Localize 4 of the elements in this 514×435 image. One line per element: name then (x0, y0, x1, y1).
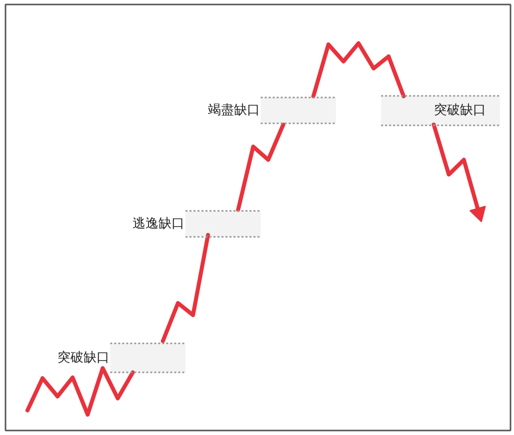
band-label: 突破缺口 (434, 103, 486, 118)
band-label: 突破缺口 (57, 350, 110, 366)
band-label: 逃逸缺口 (132, 216, 185, 232)
band-label: 竭盡缺口 (208, 102, 260, 118)
